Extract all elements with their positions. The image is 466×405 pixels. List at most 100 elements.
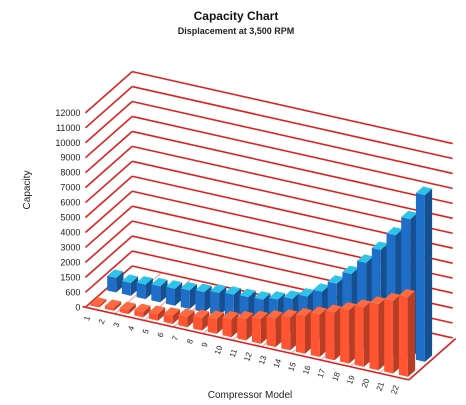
bar-side	[99, 299, 107, 308]
bar-side	[363, 301, 372, 367]
y-tick-label: 10000	[55, 138, 80, 148]
bar-face	[134, 310, 144, 318]
gridline-side	[84, 220, 133, 263]
bar-series1-22	[398, 289, 416, 377]
gridline-side	[84, 71, 133, 114]
bar-side	[231, 313, 239, 338]
y-tick-label: 2000	[60, 257, 80, 267]
bar-top	[239, 288, 256, 298]
bar-side	[160, 279, 168, 303]
category-label: 6	[156, 331, 166, 339]
bar-top	[340, 302, 357, 311]
bar-side	[128, 303, 136, 315]
y-tick-label: 0	[75, 302, 80, 312]
bar-face	[281, 315, 291, 351]
x-axis-label: Compressor Model	[208, 390, 292, 401]
bar-side	[113, 301, 122, 311]
gridline-side	[84, 115, 133, 159]
category-label: 17	[316, 367, 328, 379]
gridline-back	[132, 70, 453, 145]
bar-face	[237, 317, 247, 341]
y-tick-label: 600	[65, 287, 80, 297]
bar-face	[340, 308, 350, 364]
bar-side	[202, 311, 210, 331]
bar-top	[90, 297, 107, 306]
bar-top	[193, 309, 210, 318]
bar-side	[158, 307, 166, 321]
bar-series1-9	[207, 310, 225, 334]
bar-top	[283, 290, 300, 299]
bar-series1-7	[178, 308, 195, 328]
category-label: 20	[360, 377, 372, 389]
bar-series2-6	[180, 281, 197, 310]
bar-series1-3	[119, 301, 136, 315]
bar-face	[266, 316, 276, 348]
bar-top	[310, 306, 327, 315]
bar-face	[136, 282, 146, 300]
gridline-side	[84, 85, 133, 129]
bar-series1-11	[237, 311, 254, 341]
gridline-back	[132, 130, 453, 205]
bar-top	[251, 310, 269, 320]
y-tick-label: 5000	[60, 213, 80, 223]
bar-top	[119, 301, 136, 311]
bar-face	[151, 284, 161, 303]
bar-top	[166, 280, 183, 289]
bar-series2-2	[121, 274, 139, 296]
bar-series1-4	[134, 303, 151, 318]
bar-side	[204, 285, 212, 313]
gridline-back	[132, 85, 453, 160]
category-label: 14	[272, 357, 284, 369]
bar-series1-2	[104, 299, 122, 311]
bar-face	[195, 290, 205, 313]
bar-side	[143, 305, 151, 318]
chart-title: Capacity Chart	[194, 9, 279, 23]
gridline-back	[132, 160, 453, 235]
bar-top	[371, 241, 389, 250]
bar-top	[266, 310, 283, 319]
gridline-back	[132, 115, 453, 190]
bar-face	[251, 317, 261, 344]
bar-series1-21	[384, 292, 401, 374]
bar-top	[121, 274, 139, 283]
category-label: 16	[301, 364, 313, 376]
bar-top	[107, 269, 124, 278]
bar-side	[260, 312, 269, 344]
bar-top	[149, 305, 166, 314]
bar-series2-7	[195, 283, 212, 313]
bar-series2-1	[107, 269, 124, 293]
bar-top	[134, 303, 151, 313]
bar-top	[401, 210, 418, 220]
bar-side	[233, 288, 242, 319]
bar-face	[163, 313, 173, 325]
bar-series1-18	[340, 302, 357, 364]
category-label: 1	[82, 314, 92, 322]
bar-series1-1	[90, 297, 107, 308]
bar-top	[237, 311, 254, 320]
bar-top	[180, 281, 197, 291]
bar-side	[189, 284, 197, 310]
bar-top	[327, 275, 344, 284]
bar-side	[378, 298, 386, 371]
y-tick-label: 8000	[60, 168, 80, 178]
bar-side	[172, 309, 180, 325]
bar-face	[415, 192, 425, 362]
bar-top	[342, 265, 359, 275]
bar-top	[254, 291, 271, 300]
bar-series1-14	[281, 309, 298, 351]
category-label: 13	[257, 354, 269, 366]
bar-side	[275, 312, 283, 348]
bar-face	[325, 310, 335, 361]
bar-top	[415, 186, 433, 195]
y-tick-labels: 0 600 1500 2000 3000 4000 5000 6000 7000 8000 9000…	[55, 108, 80, 312]
y-tick-label: 6000	[60, 198, 80, 208]
bar-side	[145, 278, 153, 300]
bar-side	[175, 282, 183, 306]
bar-series1-20	[369, 296, 386, 371]
bar-face	[210, 290, 220, 316]
bar-top	[398, 289, 416, 298]
bar-top	[298, 288, 315, 297]
gridline-side	[84, 130, 133, 174]
bar-top	[178, 308, 195, 317]
y-tick-label: 12000	[55, 108, 80, 118]
